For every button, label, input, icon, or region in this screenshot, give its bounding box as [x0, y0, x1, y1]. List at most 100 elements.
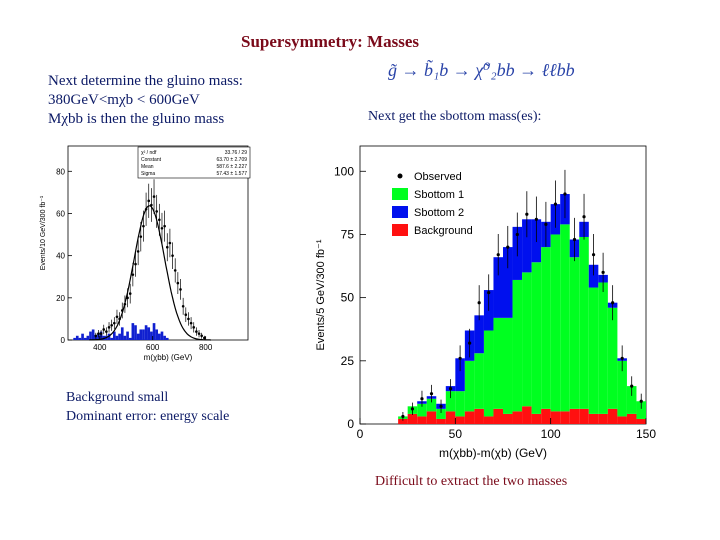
left-x-tick-label: 800: [199, 343, 213, 352]
left-y-tick-label: 40: [56, 252, 65, 261]
left-background-bar: [163, 335, 166, 340]
background-bar: [617, 416, 627, 424]
sbottom1-bar: [503, 317, 513, 414]
sbottom1-bar: [512, 279, 523, 412]
left-data-point: [126, 296, 129, 300]
left-data-point: [105, 330, 108, 333]
left-y-tick-label: 60: [56, 209, 65, 218]
background-bar: [493, 408, 503, 424]
left-background-bar: [155, 329, 158, 340]
sbottom2-bar: [493, 257, 503, 318]
left-background-bar: [75, 335, 79, 340]
right-data-point: [410, 407, 415, 411]
background-bar: [503, 413, 513, 424]
right-data-point: [439, 404, 443, 408]
left-background-bar: [83, 337, 87, 340]
left-data-point: [123, 302, 127, 306]
left-data-point: [155, 210, 158, 213]
sbottom2-bar: [588, 264, 599, 288]
right-data-point: [534, 217, 538, 221]
gaussian-fit-curve: [89, 205, 211, 341]
background-bar: [445, 411, 456, 424]
left-data-point: [192, 326, 196, 329]
sbottom-mass-plot: 0 50 100 150 0 25 50 75 100 m(χbb)-m(χb) (GeV) Eve…: [315, 145, 656, 460]
left-background-bar: [91, 329, 95, 340]
left-y-tick-label: 20: [56, 294, 65, 303]
background-bar: [531, 413, 542, 424]
background-bar: [417, 416, 427, 424]
left-data-point: [94, 334, 98, 338]
right-data-point: [506, 245, 510, 249]
sbottom1-bar: [569, 257, 580, 409]
stats-box-label: Constant: [141, 157, 162, 163]
left-intro-text: Next determine the gluino mass: 380GeV<m…: [48, 72, 243, 129]
decay-chain-formula: g̃ → b̃₁b → χ̃⁰₂bb → ℓℓbb: [388, 60, 575, 80]
sbottom1-bar: [417, 403, 427, 417]
right-data-point: [525, 212, 529, 216]
right-data-point: [630, 384, 634, 388]
left-data-point: [173, 269, 177, 272]
sbottom1-bar: [522, 272, 532, 407]
left-data-point: [189, 321, 193, 325]
right-x-tick-label: 100: [541, 427, 561, 441]
left-data-point: [200, 334, 203, 338]
right-data-point: [572, 237, 577, 242]
left-data-point: [160, 226, 164, 230]
left-background-bar: [139, 329, 143, 340]
sbottom2-bar: [455, 358, 465, 392]
left-data-point: [171, 254, 174, 257]
background-bar: [398, 418, 408, 424]
left-background-bar: [118, 333, 121, 340]
sbottom1-bar: [579, 236, 589, 409]
background-bar: [607, 408, 618, 424]
sbottom2-bar: [503, 247, 513, 318]
background-bar: [407, 413, 418, 424]
background-bar: [560, 411, 570, 424]
left-background-bar: [110, 337, 113, 340]
left-background-bar: [152, 323, 156, 340]
left-data-point: [134, 262, 137, 266]
left-background-bar: [165, 337, 169, 340]
sbottom1-bar: [560, 224, 570, 412]
left-data-point: [176, 281, 180, 285]
right-data-point: [591, 253, 596, 257]
left-data-point: [158, 218, 161, 222]
background-bar: [598, 413, 608, 424]
intro-line-1: Next determine the gluino mass:: [48, 73, 243, 89]
left-background-bar: [78, 337, 82, 340]
sbottom-note: Next get the sbottom mass(es):: [368, 109, 542, 124]
background-bar: [626, 413, 637, 424]
right-x-tick-label: 0: [357, 427, 364, 441]
background-bar: [569, 408, 580, 424]
right-data-point: [420, 397, 424, 401]
sbottom1-bar: [626, 386, 637, 414]
intro-line-2: 380GeV<mχb < 600GeV: [48, 92, 200, 108]
left-background-bar: [81, 333, 84, 340]
left-data-point: [203, 336, 206, 340]
background-bar: [455, 416, 465, 424]
left-background-bar: [120, 327, 124, 340]
right-data-point: [582, 215, 586, 219]
right-data-point: [515, 232, 519, 237]
legend-swatch: [392, 224, 408, 236]
right-y-axis-label: Events/5 GeV/300 fb⁻¹: [315, 239, 327, 350]
left-data-point: [152, 195, 156, 198]
stats-box: [137, 146, 251, 179]
legend-label: Background: [414, 225, 473, 237]
left-background-bar: [142, 329, 145, 340]
left-data-point: [136, 250, 140, 253]
bottom-left-notes: Background small Dominant error: energy …: [66, 388, 229, 426]
right-data-point: [544, 222, 548, 226]
right-data-point: [563, 192, 567, 196]
legend-swatch: [392, 206, 408, 218]
stats-box-label: Mean: [141, 164, 154, 170]
left-background-bar: [128, 337, 132, 340]
left-data-point: [120, 309, 124, 312]
stats-box-label: Sigma: [141, 171, 155, 177]
left-data-point: [144, 207, 148, 211]
left-data-point: [131, 273, 135, 276]
left-data-point: [179, 288, 182, 291]
right-data-point: [448, 387, 453, 391]
slide-title: Supersymmetry: Masses: [241, 32, 419, 51]
left-background-bar: [115, 335, 119, 340]
